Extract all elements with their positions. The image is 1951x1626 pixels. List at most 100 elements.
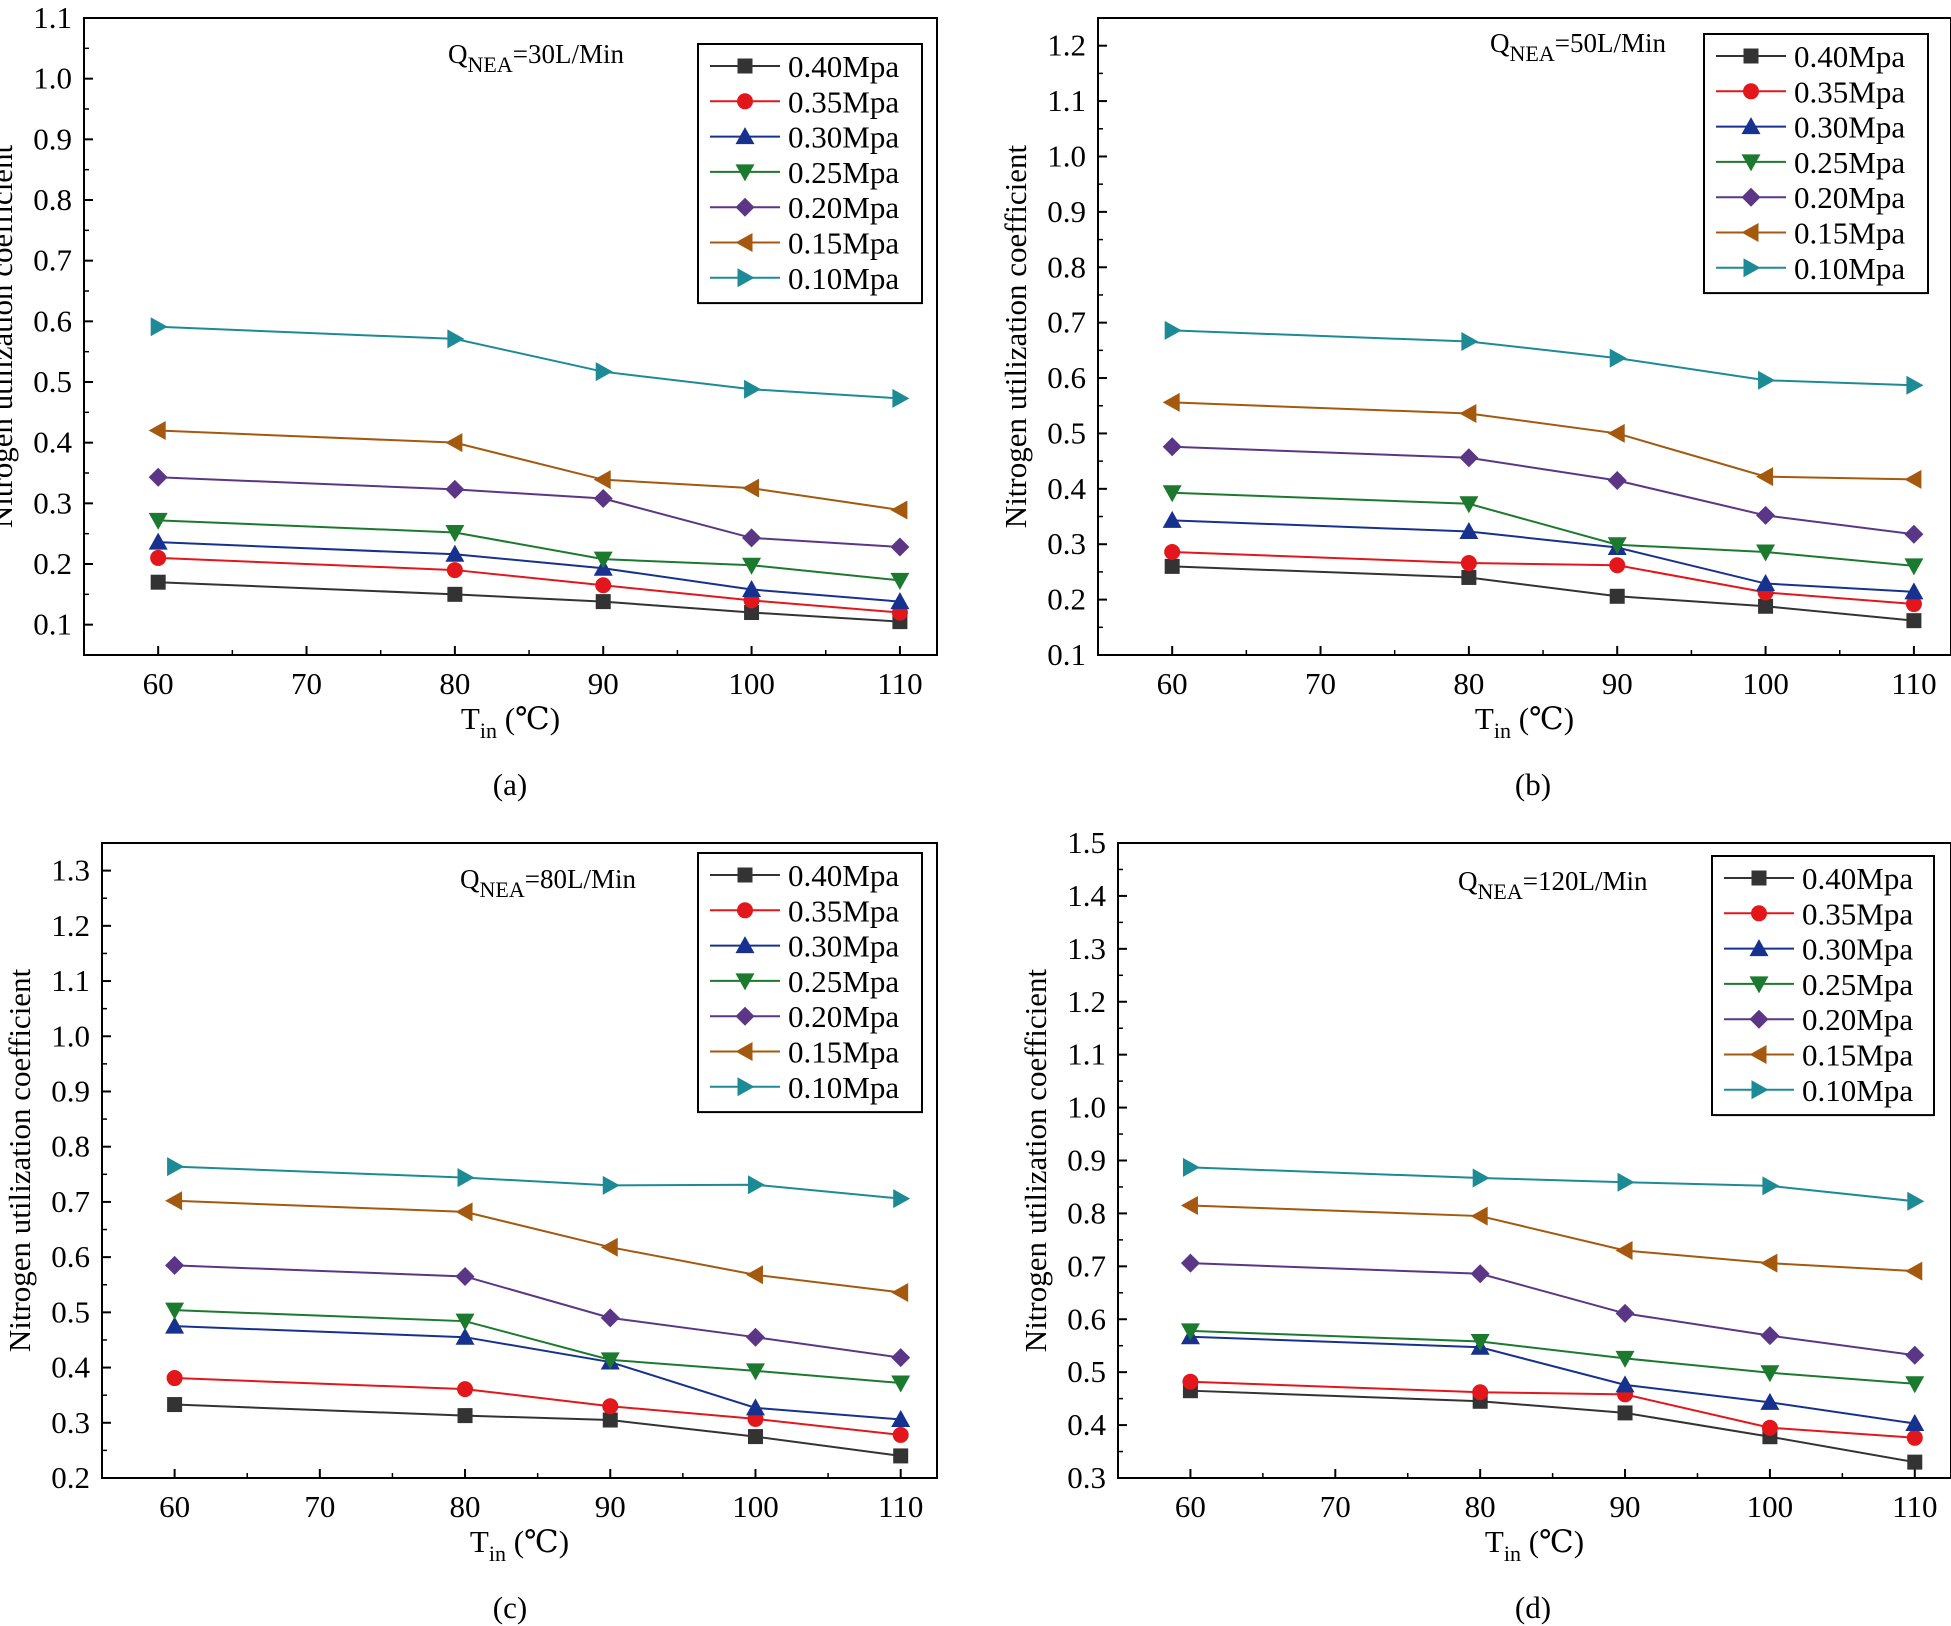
legend-label: 0.15Mpa [1794,216,1905,251]
series-line-0.10Mpa [174,1165,901,1200]
series-line-0.30Mpa [158,541,900,603]
data-point-0.35Mpa [1182,1373,1199,1390]
plot-frame [83,17,938,656]
data-point-0.40Mpa [1617,1405,1633,1421]
legend-marker [737,268,755,288]
data-point-0.10Mpa [1906,375,1924,395]
data-point-0.40Mpa [1907,1454,1923,1470]
data-point-0.30Mpa [891,1409,911,1427]
data-point-0.25Mpa [1162,485,1182,503]
series-line-0.35Mpa [1172,550,1914,606]
data-point-0.25Mpa [1615,1350,1635,1368]
data-point-0.15Mpa [1756,467,1774,487]
legend: 0.40Mpa0.35Mpa0.30Mpa0.25Mpa0.20Mpa0.15M… [697,852,923,1114]
data-point-0.40Mpa [1906,613,1922,629]
data-point-0.10Mpa [893,1189,911,1209]
y-tick-label: 1.5 [1067,825,1106,860]
legend-box [1703,33,1929,295]
x-tick-label: 70 [1305,666,1336,701]
data-point-0.15Mpa [1607,423,1625,443]
data-point-0.25Mpa [1905,1376,1925,1394]
data-point-0.20Mpa [891,1348,911,1368]
panel-caption: (c) [493,1590,527,1625]
series-line-0.20Mpa [1172,445,1915,536]
data-point-0.25Mpa [1904,558,1924,576]
data-point-0.40Mpa [167,1397,183,1413]
x-tick-label: 100 [728,666,775,701]
data-point-0.10Mpa [595,362,613,382]
legend-label: 0.15Mpa [788,1035,899,1070]
data-point-0.25Mpa [1607,537,1627,555]
y-tick-label: 0.8 [51,1129,90,1164]
data-point-0.15Mpa [745,1265,763,1285]
y-tick-label: 0.6 [51,1239,90,1274]
data-point-0.20Mpa [445,479,465,499]
y-tick-label: 1.2 [1047,28,1086,63]
panel-caption: (d) [1515,1590,1551,1625]
data-point-0.10Mpa [1758,370,1776,390]
legend-box [697,852,923,1114]
y-tick-label: 0.7 [1047,305,1086,340]
x-tick-label: 80 [439,666,470,701]
data-point-0.20Mpa [1459,448,1479,468]
legend-marker [735,973,755,991]
y-tick-label: 0.1 [1047,637,1086,672]
data-point-0.30Mpa [1162,510,1182,528]
data-point-0.10Mpa [1617,1172,1635,1192]
data-point-0.10Mpa [1182,1157,1200,1177]
data-point-0.40Mpa [150,574,166,590]
data-point-0.20Mpa [593,488,613,508]
y-tick-label: 0.9 [51,1073,90,1108]
legend-marker [737,58,753,74]
series-line-0.25Mpa [174,1309,901,1385]
series-line-0.40Mpa [1190,1389,1915,1464]
data-point-0.25Mpa [1459,496,1479,514]
data-point-0.10Mpa [1609,348,1627,368]
legend-marker [735,1006,755,1026]
data-point-0.10Mpa [457,1168,475,1188]
legend-marker [737,867,753,883]
legend-label: 0.35Mpa [788,84,899,119]
data-point-0.15Mpa [455,1202,473,1222]
legend-marker [737,93,753,110]
y-tick-label: 0.5 [51,1294,90,1329]
y-tick-label: 1.2 [51,908,90,943]
x-tick-label: 60 [1175,1489,1206,1524]
x-tick-label: 60 [1157,666,1188,701]
legend-marker [1749,976,1769,994]
y-tick-label: 0.9 [1067,1143,1106,1178]
legend-label: 0.40Mpa [1802,861,1913,896]
legend-label: 0.20Mpa [1802,1002,1913,1037]
data-point-0.25Mpa [742,557,762,575]
data-point-0.25Mpa [455,1313,475,1331]
data-point-0.10Mpa [167,1157,185,1177]
data-point-0.15Mpa [1180,1195,1198,1215]
data-point-0.15Mpa [1162,392,1180,412]
series-line-0.25Mpa [158,519,901,582]
legend-marker [737,1077,755,1097]
series-line-0.20Mpa [158,476,900,549]
panel-caption: (b) [1515,767,1551,802]
legend-marker [1741,223,1759,242]
data-point-0.30Mpa [1756,574,1776,592]
data-point-0.15Mpa [445,433,463,453]
data-point-0.15Mpa [1459,403,1477,423]
y-tick-label: 0.5 [33,364,72,399]
x-tick-label: 110 [1892,1489,1937,1524]
y-tick-label: 0.3 [33,485,72,520]
data-point-0.20Mpa [165,1255,185,1275]
data-point-0.35Mpa [1609,557,1626,574]
data-point-0.20Mpa [455,1266,475,1286]
x-tick-label: 70 [304,1489,335,1524]
legend-marker [735,164,755,182]
data-point-0.25Mpa [1760,1365,1780,1383]
flow-annotation: QNEA=30L/Min [448,39,624,77]
data-point-0.20Mpa [600,1308,620,1328]
legend-marker [1749,1009,1769,1029]
data-point-0.25Mpa [148,512,168,530]
data-point-0.35Mpa [166,1370,183,1387]
legend: 0.40Mpa0.35Mpa0.30Mpa0.25Mpa0.20Mpa0.15M… [1703,33,1929,295]
data-point-0.15Mpa [1470,1206,1488,1226]
x-axis-label: Tin (℃) [461,701,560,743]
data-point-0.30Mpa [1459,521,1479,539]
